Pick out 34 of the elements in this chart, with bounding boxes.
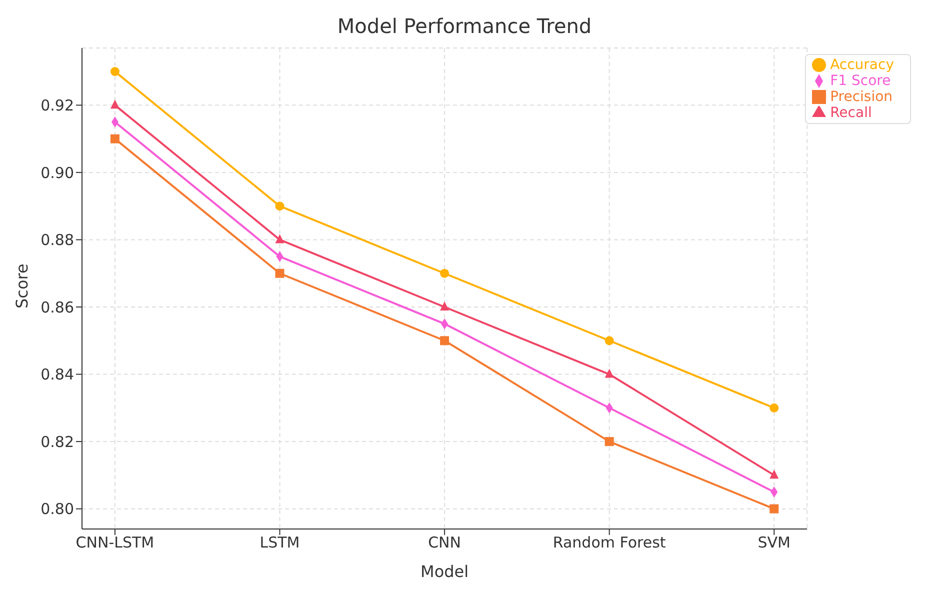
point (770, 504, 779, 514)
legend-label: F1 Score (830, 73, 891, 89)
legend-label: Recall (830, 105, 872, 121)
x-tick-label: LSTM (260, 534, 300, 552)
y-tick-label: 0.82 (40, 432, 74, 451)
point (770, 470, 779, 479)
y-tick-label: 0.92 (40, 96, 74, 115)
y-tick-label: 0.88 (40, 231, 74, 250)
y-axis-title: Score (12, 264, 32, 308)
point (770, 403, 779, 412)
point (440, 268, 450, 278)
x-tick-label: SVM (758, 534, 790, 552)
legend-label: Precision (830, 89, 893, 105)
point (604, 437, 614, 446)
x-tick-label: CNN (428, 534, 461, 552)
point (110, 67, 120, 76)
y-tick-label: 0.84 (40, 366, 74, 384)
point (110, 100, 120, 109)
point (440, 302, 450, 310)
point (604, 368, 614, 378)
y-tick-label: 0.80 (40, 500, 74, 518)
x-axis-title: Model (420, 562, 469, 581)
point (275, 234, 284, 244)
point (110, 134, 120, 144)
chart-title: Model Performance Trend (336, 13, 593, 40)
point (275, 202, 284, 211)
y-tick-label: 0.86 (40, 298, 74, 316)
legend-label: Accuracy (830, 57, 894, 73)
point (275, 268, 284, 278)
x-tick-label: CNN-LSTM (76, 534, 154, 552)
y-tick-label: 0.90 (40, 164, 74, 182)
point (604, 336, 614, 346)
x-tick-label: Random Forest (552, 534, 666, 552)
point (440, 336, 450, 346)
